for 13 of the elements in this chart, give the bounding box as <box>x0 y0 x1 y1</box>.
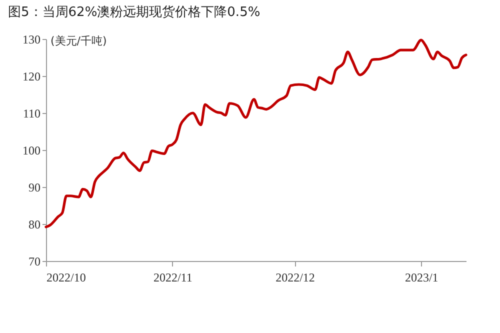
y-axis-title: (美元/千吨) <box>50 34 107 48</box>
y-tick-label: 70 <box>28 254 40 268</box>
y-tick-label: 110 <box>22 106 40 120</box>
x-tick-label: 2022/10 <box>46 270 86 284</box>
chart-title: 图5：当周62%澳粉远期现货价格下降0.5% <box>8 5 260 20</box>
x-tick-label: 2022/11 <box>153 270 192 284</box>
y-tick-label: 100 <box>22 144 40 158</box>
y-tick-label: 130 <box>22 32 40 46</box>
y-tick-label: 120 <box>22 70 40 84</box>
x-tick-label: 2022/12 <box>276 270 315 284</box>
y-tick-label: 80 <box>28 218 40 232</box>
x-tick-label: 2023/1 <box>404 270 438 284</box>
y-tick-label: 90 <box>28 180 40 194</box>
